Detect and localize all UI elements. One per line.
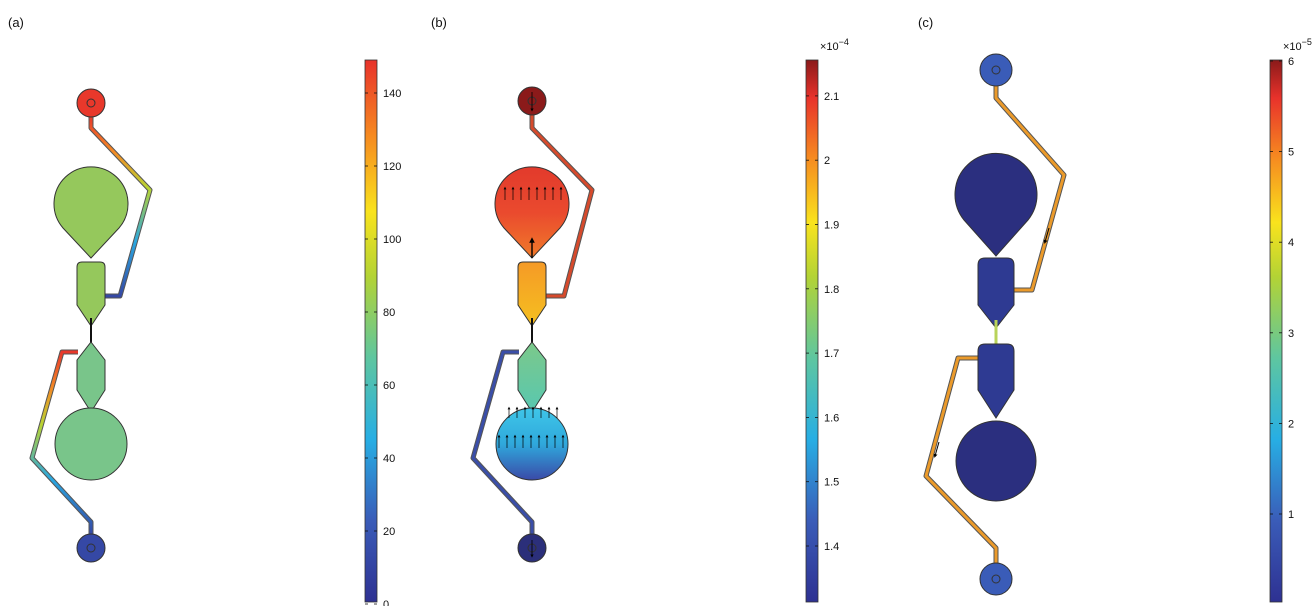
panel-b-label: (b) bbox=[431, 15, 447, 30]
panel-c-lower-chamber bbox=[955, 420, 1037, 502]
panel-c-colorbar-tick-label: 4 bbox=[1288, 237, 1294, 249]
panel-c-label: (c) bbox=[918, 15, 933, 30]
panel-c: (c) 1 2 3 4 5 6 ×10−5 bbox=[918, 15, 1312, 603]
panel-c-bottom-port bbox=[979, 562, 1013, 596]
panel-a-upper-neck bbox=[76, 261, 106, 327]
panel-b: (b) bbox=[431, 15, 849, 603]
panel-a-colorbar bbox=[364, 59, 378, 603]
panel-b-colorbar-tick-label: 1.4 bbox=[824, 541, 839, 553]
panel-b-colorbar-ticks: 1.4 1.5 1.6 1.7 1.8 1.9 2 2.1 bbox=[806, 91, 839, 553]
panel-a-label: (a) bbox=[8, 15, 24, 30]
panel-b-upper-arrows bbox=[503, 186, 563, 258]
panel-a-colorbar-tick-label: 100 bbox=[383, 234, 401, 246]
panel-c-colorbar bbox=[1269, 59, 1283, 603]
panel-b-upper-neck bbox=[517, 261, 547, 327]
panel-b-colorbar-tick-label: 1.7 bbox=[824, 348, 839, 360]
panel-a-lower-neck bbox=[76, 341, 106, 413]
panel-c-top-port bbox=[979, 53, 1013, 87]
panel-c-colorbar-multiplier: ×10−5 bbox=[1283, 37, 1312, 53]
panel-a-bottom-port bbox=[76, 533, 106, 563]
panel-a: (a) 0 20 40 60 80 100 120 140 bbox=[8, 15, 401, 611]
panel-a-colorbar-tick-label: 60 bbox=[383, 380, 395, 392]
panel-b-lower-arrows bbox=[497, 406, 565, 448]
panel-b-colorbar-tick-label: 2.1 bbox=[824, 91, 839, 103]
panel-b-colorbar-tick-label: 1.6 bbox=[824, 412, 839, 424]
panel-c-upper-chamber bbox=[954, 152, 1038, 257]
panel-c-colorbar-tick-label: 6 bbox=[1288, 56, 1294, 68]
panel-b-lower-neck bbox=[517, 341, 547, 413]
panel-a-lower-chamber bbox=[54, 407, 128, 481]
panel-a-colorbar-tick-label: 0 bbox=[383, 599, 389, 606]
panel-b-colorbar-tick-label: 1.9 bbox=[824, 220, 839, 232]
panel-c-lower-neck bbox=[977, 343, 1015, 419]
panel-b-upper-chamber bbox=[494, 166, 570, 259]
panel-c-colorbar-tick-label: 3 bbox=[1288, 328, 1294, 340]
panel-c-colorbar-ticks: 1 2 3 4 5 6 bbox=[1270, 56, 1294, 521]
panel-a-colorbar-tick-label: 80 bbox=[383, 307, 395, 319]
panel-b-colorbar bbox=[805, 59, 819, 603]
panel-a-colorbar-tick-label: 140 bbox=[383, 88, 401, 100]
panel-a-colorbar-tick-label: 40 bbox=[383, 453, 395, 465]
panel-c-colorbar-tick-label: 1 bbox=[1288, 509, 1294, 521]
panel-b-colorbar-tick-label: 1.8 bbox=[824, 284, 839, 296]
panel-b-colorbar-tick-label: 2 bbox=[824, 155, 830, 167]
panel-a-colorbar-tick-label: 20 bbox=[383, 526, 395, 538]
panel-c-colorbar-tick-label: 2 bbox=[1288, 418, 1294, 430]
panel-b-colorbar-tick-label: 1.5 bbox=[824, 477, 839, 489]
panel-a-upper-chamber bbox=[53, 166, 129, 259]
panel-a-colorbar-ticks: 0 20 40 60 80 100 120 140 bbox=[365, 88, 401, 611]
panel-c-upper-neck bbox=[977, 257, 1015, 329]
panel-b-colorbar-multiplier: ×10−4 bbox=[820, 37, 849, 53]
panel-a-top-port bbox=[76, 88, 106, 118]
panel-c-colorbar-tick-label: 5 bbox=[1288, 147, 1294, 159]
panel-a-colorbar-tick-label: 120 bbox=[383, 161, 401, 173]
